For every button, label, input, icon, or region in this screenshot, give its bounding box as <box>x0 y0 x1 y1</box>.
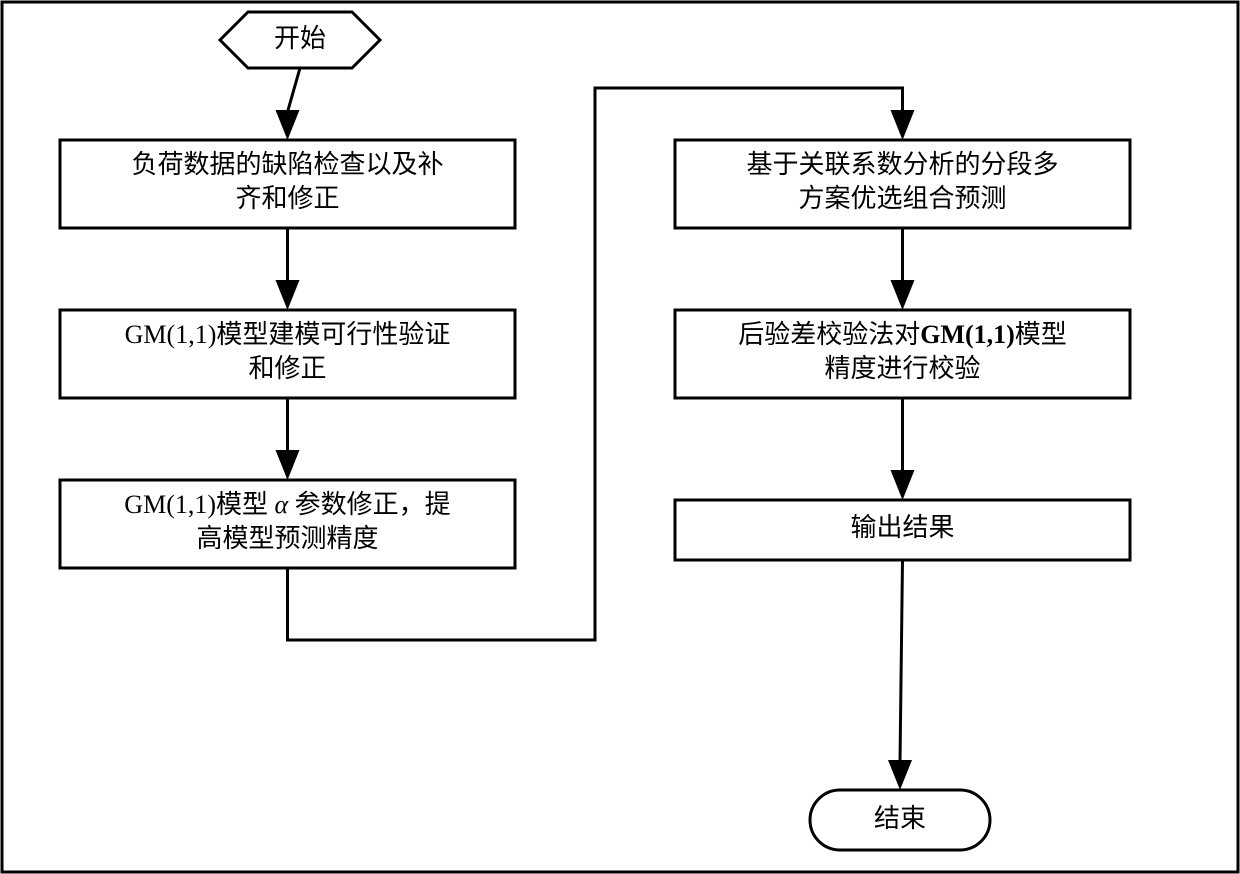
process-left-3-line0: GM(1,1)模型 α 参数修正，提 <box>124 490 450 519</box>
flowchart-canvas: 负荷数据的缺陷检查以及补齐和修正 GM(1,1)模型建模可行性验证和修正 GM(1,… <box>0 0 1240 874</box>
process-right-2-line0: 后验差校验法对GM(1,1)模型 <box>738 320 1067 349</box>
process-left-3-line1: 高模型预测精度 <box>196 524 378 553</box>
process-right-3-line0: 输出结果 <box>850 513 954 542</box>
process-right-2-line1: 精度进行校验 <box>824 354 980 383</box>
process-right-1-line1: 方案优选组合预测 <box>798 184 1006 213</box>
end-label: 结束 <box>874 804 926 833</box>
process-left-1-line1: 齐和修正 <box>235 184 339 213</box>
process-right-1-line0: 基于关联系数分析的分段多 <box>746 150 1058 179</box>
process-left-1-line0: 负荷数据的缺陷检查以及补 <box>131 150 443 179</box>
process-left-2-line1: 和修正 <box>248 354 326 383</box>
start-label: 开始 <box>274 24 326 53</box>
process-left-2-line0: GM(1,1)模型建模可行性验证 <box>125 320 451 349</box>
